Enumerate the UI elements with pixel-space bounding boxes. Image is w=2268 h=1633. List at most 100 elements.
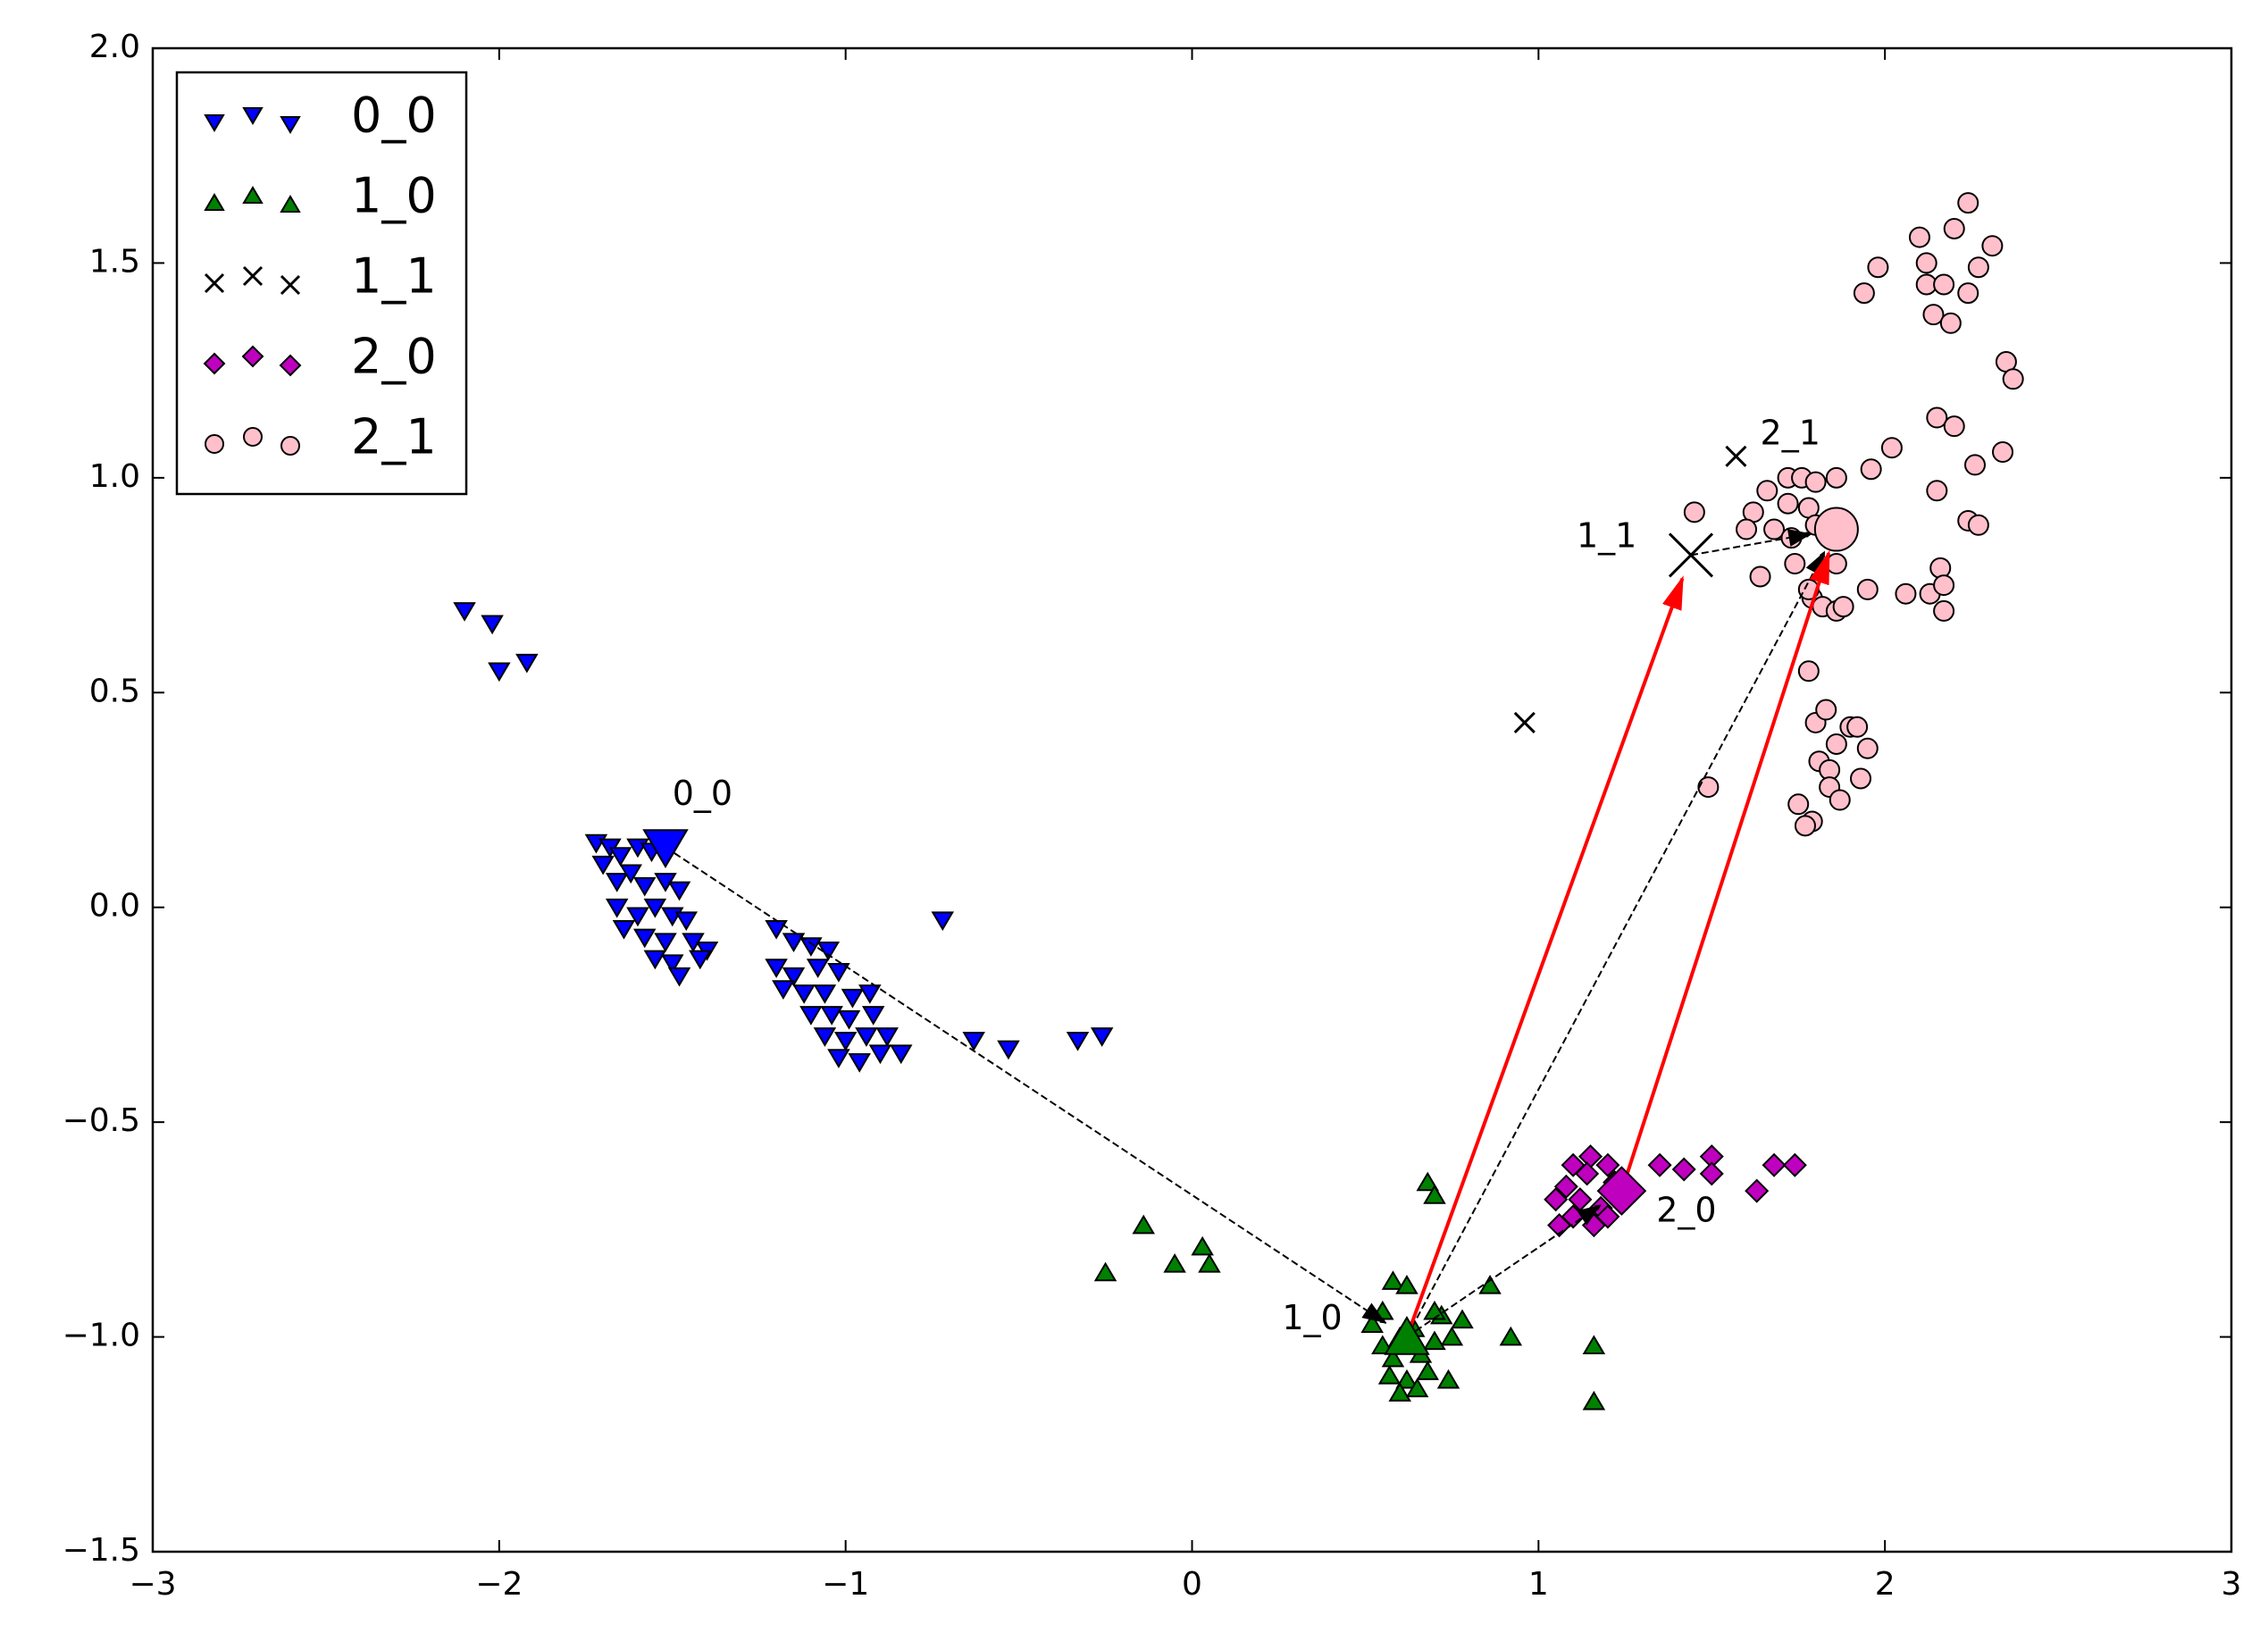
data-point [813, 984, 837, 1004]
legend-marker [205, 434, 224, 454]
data-point [1825, 553, 1847, 575]
legend-marker [242, 265, 264, 287]
arrow [1406, 1203, 1602, 1338]
y-tick-label: 0.5 [89, 673, 140, 709]
centroid [1596, 1166, 1647, 1216]
data-point [667, 967, 691, 987]
data-point [1815, 699, 1837, 721]
data-point [1832, 596, 1854, 618]
data-point [1582, 1335, 1606, 1354]
data-point [997, 1040, 1020, 1060]
data-point [1499, 1326, 1523, 1346]
legend-marker [280, 116, 301, 134]
data-point [1725, 445, 1747, 467]
data-point [1513, 711, 1536, 734]
data-point [1908, 226, 1930, 248]
data-point [1967, 256, 1989, 279]
x-tick-label: −1 [822, 1566, 869, 1603]
data-point [1377, 1364, 1402, 1385]
data-point [1856, 578, 1879, 600]
data-point [1683, 501, 1705, 523]
data-point [1957, 282, 1979, 305]
data-point [1856, 737, 1879, 759]
data-point [1736, 518, 1758, 540]
data-point [1763, 518, 1786, 540]
centroid [1668, 532, 1714, 578]
data-point [1957, 192, 1979, 214]
data-point [1191, 1235, 1214, 1256]
data-point [962, 1031, 985, 1051]
y-tick-label: 0.0 [89, 888, 140, 925]
legend-marker [242, 186, 264, 204]
arrow [1405, 575, 1685, 1338]
data-point [1553, 1174, 1578, 1199]
data-point [1405, 1378, 1429, 1398]
data-point [674, 911, 699, 932]
centroid [1384, 1315, 1430, 1355]
data-point [1926, 406, 1948, 429]
data-point [1933, 599, 1955, 622]
data-point [1762, 1152, 1787, 1177]
data-point [643, 898, 667, 918]
data-point [861, 1006, 885, 1026]
x-tick-label: −2 [475, 1566, 523, 1603]
data-point [792, 984, 816, 1004]
data-point [488, 662, 511, 683]
data-point [1198, 1252, 1221, 1273]
data-point [1915, 252, 1937, 274]
y-tick-label: 2.0 [89, 29, 140, 65]
data-point [1163, 1252, 1186, 1273]
legend-label: 1_1 [351, 248, 437, 305]
data-point [855, 1027, 878, 1047]
data-point [612, 919, 636, 940]
data-point [841, 988, 865, 1009]
data-point [820, 1006, 843, 1026]
data-point [1582, 1390, 1606, 1411]
data-point [1895, 582, 1917, 605]
data-point [1756, 480, 1778, 502]
legend-marker [204, 114, 225, 132]
data-point [1547, 1213, 1572, 1238]
data-point [591, 855, 615, 875]
data-point [1093, 1261, 1117, 1282]
data-point [1647, 1152, 1672, 1177]
data-point [765, 959, 788, 978]
centroid [642, 829, 689, 868]
legend-marker [279, 354, 302, 377]
data-point [1416, 1171, 1439, 1192]
data-point [799, 1006, 823, 1026]
y-tick-label: −1.0 [63, 1318, 140, 1354]
data-point [1749, 565, 1771, 588]
data-point [608, 847, 632, 867]
data-point [1784, 553, 1806, 575]
data-point [1451, 1309, 1474, 1329]
data-point [605, 898, 629, 918]
data-point [1853, 282, 1875, 305]
data-point [1846, 716, 1869, 738]
data-point [2002, 368, 2024, 390]
data-point [1595, 1152, 1620, 1177]
data-point [1825, 733, 1847, 755]
y-tick-label: 1.5 [89, 243, 140, 280]
centroid [1813, 507, 1859, 552]
data-point [1926, 480, 1948, 502]
data-point [1395, 1274, 1419, 1294]
data-point [848, 1053, 871, 1073]
data-point [858, 984, 882, 1004]
data-point [1825, 466, 1847, 489]
arrow [665, 846, 1387, 1324]
data-point [1964, 454, 1987, 476]
data-point [605, 873, 629, 892]
legend-marker [280, 195, 301, 213]
data-point [1381, 1347, 1405, 1368]
arrow-head [1577, 1204, 1602, 1226]
data-point [1066, 1031, 1090, 1051]
legend-marker [204, 272, 225, 294]
data-point [1575, 1161, 1600, 1186]
data-point [1388, 1382, 1411, 1402]
data-point [1943, 217, 1965, 239]
data-point [632, 928, 657, 949]
data-point [689, 950, 712, 970]
data-point [1992, 441, 2014, 464]
data-point [1416, 1361, 1439, 1380]
